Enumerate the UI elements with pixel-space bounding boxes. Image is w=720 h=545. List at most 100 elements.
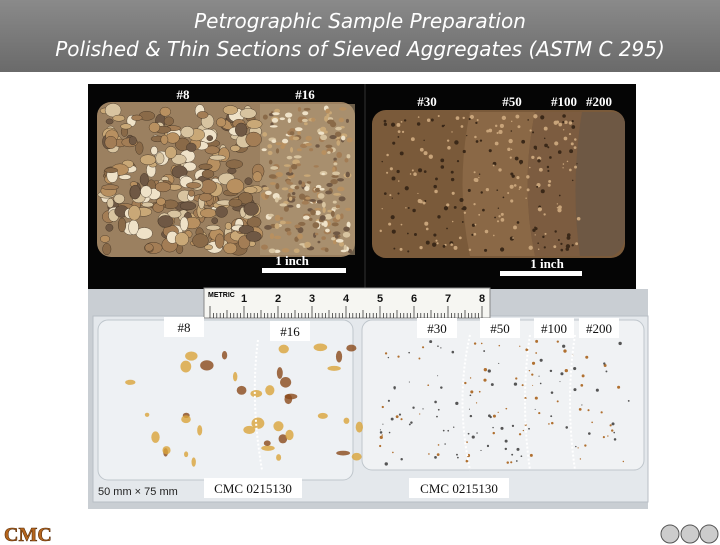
ruler-number: 3 bbox=[309, 293, 315, 305]
grain bbox=[291, 163, 298, 170]
grain bbox=[408, 381, 410, 383]
grain bbox=[268, 213, 274, 217]
grain bbox=[276, 454, 282, 461]
grain bbox=[440, 165, 445, 169]
grain bbox=[251, 417, 265, 429]
ruler-number: 8 bbox=[479, 293, 485, 305]
grain bbox=[496, 189, 499, 191]
grain bbox=[519, 159, 524, 164]
grain bbox=[400, 223, 403, 226]
grain bbox=[274, 223, 280, 229]
ruler-number: 2 bbox=[275, 293, 281, 305]
grain bbox=[321, 172, 325, 176]
dimensions: 50 mm × 75 mm bbox=[98, 486, 178, 498]
grain bbox=[261, 148, 267, 152]
grain bbox=[397, 355, 400, 358]
grain bbox=[426, 118, 431, 123]
grain bbox=[302, 111, 309, 116]
grain bbox=[278, 434, 288, 444]
grain bbox=[571, 179, 574, 182]
grains bbox=[125, 339, 630, 467]
grain bbox=[554, 230, 557, 233]
partner-logo bbox=[660, 524, 719, 544]
grain bbox=[340, 249, 347, 253]
grain bbox=[571, 120, 574, 123]
grain bbox=[246, 119, 263, 129]
grain bbox=[532, 131, 535, 134]
grain bbox=[204, 145, 220, 155]
grain bbox=[406, 232, 409, 235]
grain bbox=[436, 415, 438, 418]
grain bbox=[271, 139, 277, 144]
grain bbox=[459, 197, 464, 203]
grain bbox=[325, 190, 333, 195]
title-line: Petrographic Sample Preparation bbox=[194, 9, 526, 33]
grain bbox=[548, 179, 552, 183]
grain bbox=[557, 208, 562, 213]
grain bbox=[303, 174, 311, 177]
grain bbox=[400, 120, 403, 123]
grain bbox=[281, 248, 290, 253]
grain bbox=[433, 245, 435, 247]
grain bbox=[244, 177, 253, 185]
grain bbox=[473, 203, 476, 206]
grain bbox=[537, 207, 542, 212]
grain bbox=[574, 138, 577, 141]
grain bbox=[531, 155, 535, 160]
grain bbox=[471, 435, 475, 439]
grain bbox=[478, 176, 480, 179]
grain bbox=[150, 146, 158, 156]
grain bbox=[502, 196, 505, 199]
grain bbox=[546, 165, 550, 169]
grain bbox=[297, 233, 303, 240]
grain bbox=[243, 202, 259, 216]
grain bbox=[390, 215, 395, 220]
grain bbox=[529, 453, 533, 457]
grain bbox=[298, 221, 306, 226]
grain bbox=[235, 122, 248, 137]
grain bbox=[563, 349, 567, 353]
grain bbox=[379, 435, 383, 439]
grain bbox=[534, 408, 536, 410]
grain bbox=[534, 147, 538, 150]
grain bbox=[517, 125, 521, 129]
grain bbox=[319, 215, 326, 221]
grain bbox=[298, 180, 303, 185]
grain bbox=[265, 190, 272, 196]
grain bbox=[101, 184, 119, 190]
grain bbox=[557, 150, 562, 154]
grain bbox=[451, 131, 453, 133]
grain bbox=[476, 432, 478, 434]
ruler-ticks: 1 2 3 4 5 6 7 8 bbox=[209, 293, 485, 318]
grain bbox=[435, 177, 438, 181]
grain bbox=[245, 231, 262, 242]
grain bbox=[117, 217, 127, 233]
grain bbox=[600, 411, 603, 414]
grain bbox=[437, 375, 439, 377]
grain bbox=[392, 451, 394, 454]
grain bbox=[140, 185, 152, 198]
grain bbox=[417, 192, 419, 195]
grain bbox=[511, 453, 514, 456]
grain bbox=[540, 115, 545, 120]
grain bbox=[379, 431, 383, 434]
grain bbox=[324, 213, 333, 220]
grain bbox=[320, 134, 328, 141]
grain bbox=[519, 345, 521, 347]
grain bbox=[565, 244, 571, 249]
grain bbox=[399, 151, 404, 156]
grain bbox=[267, 144, 273, 149]
grain bbox=[283, 206, 289, 212]
grain bbox=[286, 204, 294, 208]
grain bbox=[429, 340, 433, 344]
grain bbox=[585, 355, 589, 359]
grain bbox=[325, 108, 331, 114]
grain bbox=[383, 119, 387, 123]
grain bbox=[456, 453, 458, 456]
grain bbox=[473, 171, 476, 174]
grain bbox=[391, 229, 396, 234]
grain bbox=[260, 244, 268, 250]
grain bbox=[321, 222, 326, 226]
grain bbox=[566, 160, 569, 163]
grain bbox=[343, 244, 347, 251]
